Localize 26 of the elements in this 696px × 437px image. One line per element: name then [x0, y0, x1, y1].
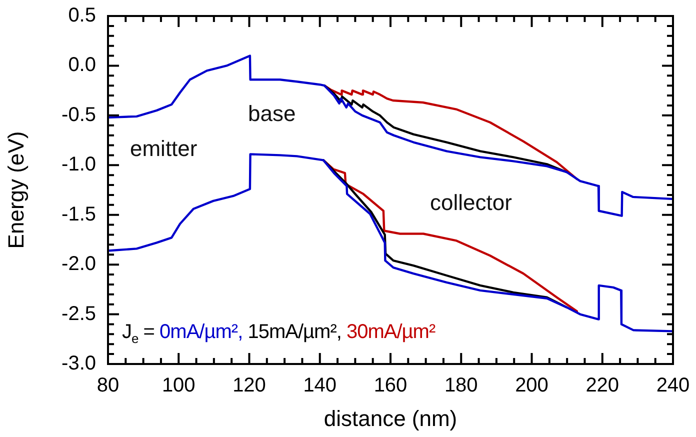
- x-tick-label: 180: [444, 374, 478, 397]
- y-tick-label: -2.5: [62, 302, 96, 325]
- x-tick-label: 200: [515, 374, 548, 397]
- y-tick-label: -3.0: [62, 352, 96, 375]
- annotation: base: [248, 101, 296, 126]
- x-axis-title: distance (nm): [324, 406, 458, 431]
- x-tick-label: 140: [303, 374, 337, 397]
- annotation: emitter: [130, 136, 198, 161]
- x-tick-label: 160: [374, 374, 408, 397]
- y-tick-label: -0.5: [62, 104, 96, 126]
- x-tick-label: 120: [232, 374, 266, 397]
- x-tick-label: 240: [656, 374, 690, 397]
- y-tick-label: -2.0: [62, 253, 96, 276]
- y-tick-label: -1.5: [62, 203, 96, 226]
- text: 30mA/µm²: [346, 321, 436, 343]
- y-tick-label: -1.0: [62, 154, 96, 176]
- y-axis-title: Energy (eV): [3, 131, 28, 249]
- y-tick-label: 0.5: [68, 4, 96, 27]
- x-tick-label: 220: [586, 374, 620, 397]
- annotation: collector: [430, 190, 512, 215]
- x-tick-label: 100: [162, 374, 196, 397]
- x-tick-label: 80: [96, 374, 120, 397]
- text: 0mA/µm²,: [160, 321, 243, 343]
- legend-title: J$_{e}$ =: [122, 321, 154, 346]
- y-tick-label: 0.0: [68, 54, 96, 76]
- text: 15mA/µm²,: [248, 321, 342, 343]
